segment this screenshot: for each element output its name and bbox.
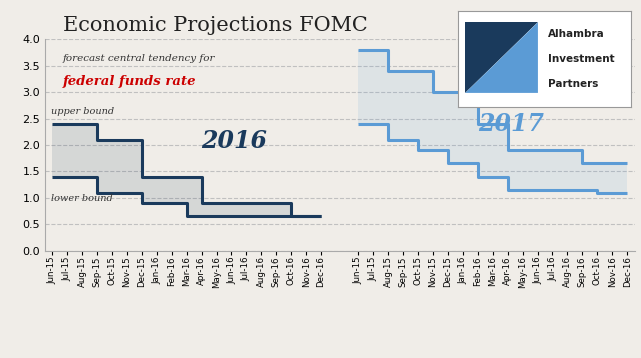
Text: 2016: 2016 <box>201 129 267 153</box>
Text: Economic Projections FOMC: Economic Projections FOMC <box>63 16 367 35</box>
Text: forecast central tendency for: forecast central tendency for <box>63 54 215 63</box>
Text: 2017: 2017 <box>478 112 544 136</box>
Text: Partners: Partners <box>548 79 599 89</box>
Text: Investment: Investment <box>548 54 615 64</box>
Text: upper bound: upper bound <box>51 107 114 116</box>
Polygon shape <box>465 22 538 93</box>
Polygon shape <box>465 22 538 93</box>
Text: Alhambra: Alhambra <box>548 29 605 39</box>
Text: lower bound: lower bound <box>51 194 113 203</box>
Text: federal funds rate: federal funds rate <box>63 75 196 88</box>
